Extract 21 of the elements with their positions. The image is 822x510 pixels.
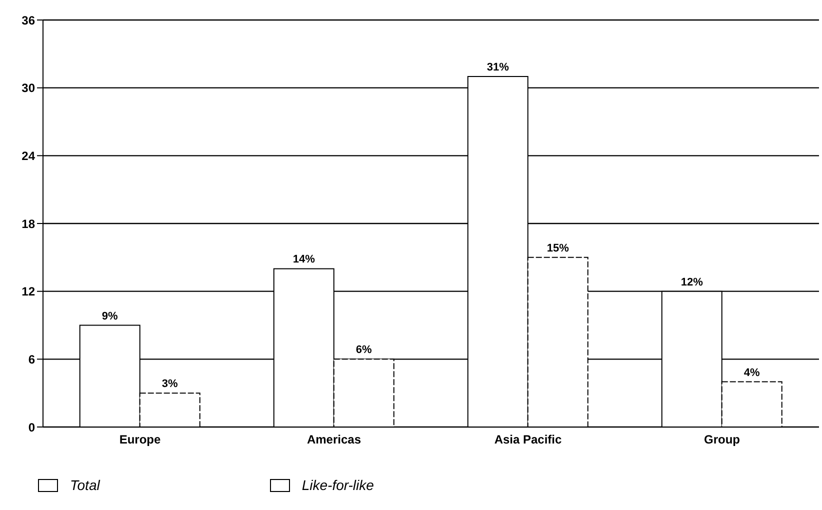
data-label: 9% <box>102 310 118 322</box>
y-tick-label: 6 <box>28 352 36 366</box>
x-tick-label: Americas <box>306 432 362 447</box>
data-label: 12% <box>680 276 704 288</box>
y-tick-label: 18 <box>22 216 36 231</box>
data-label: 14% <box>292 254 316 266</box>
data-label: 31% <box>486 62 510 74</box>
x-tick-label: Group <box>704 432 740 447</box>
x-tick-label: Europe <box>119 432 161 447</box>
data-label: 15% <box>546 242 570 254</box>
y-tick-label: 36 <box>22 13 36 28</box>
data-label: 3% <box>162 378 178 390</box>
y-tick-label: 12 <box>22 284 36 299</box>
legend-label: Total <box>70 477 100 493</box>
data-label: 6% <box>356 344 372 356</box>
legend-label: Like-for-like <box>302 477 374 493</box>
x-tick-label: Asia Pacific <box>494 432 562 447</box>
data-label: 4% <box>744 366 760 379</box>
y-tick-label: 0 <box>28 420 36 434</box>
y-tick-label: 30 <box>22 81 36 96</box>
y-tick-label: 24 <box>22 148 36 163</box>
